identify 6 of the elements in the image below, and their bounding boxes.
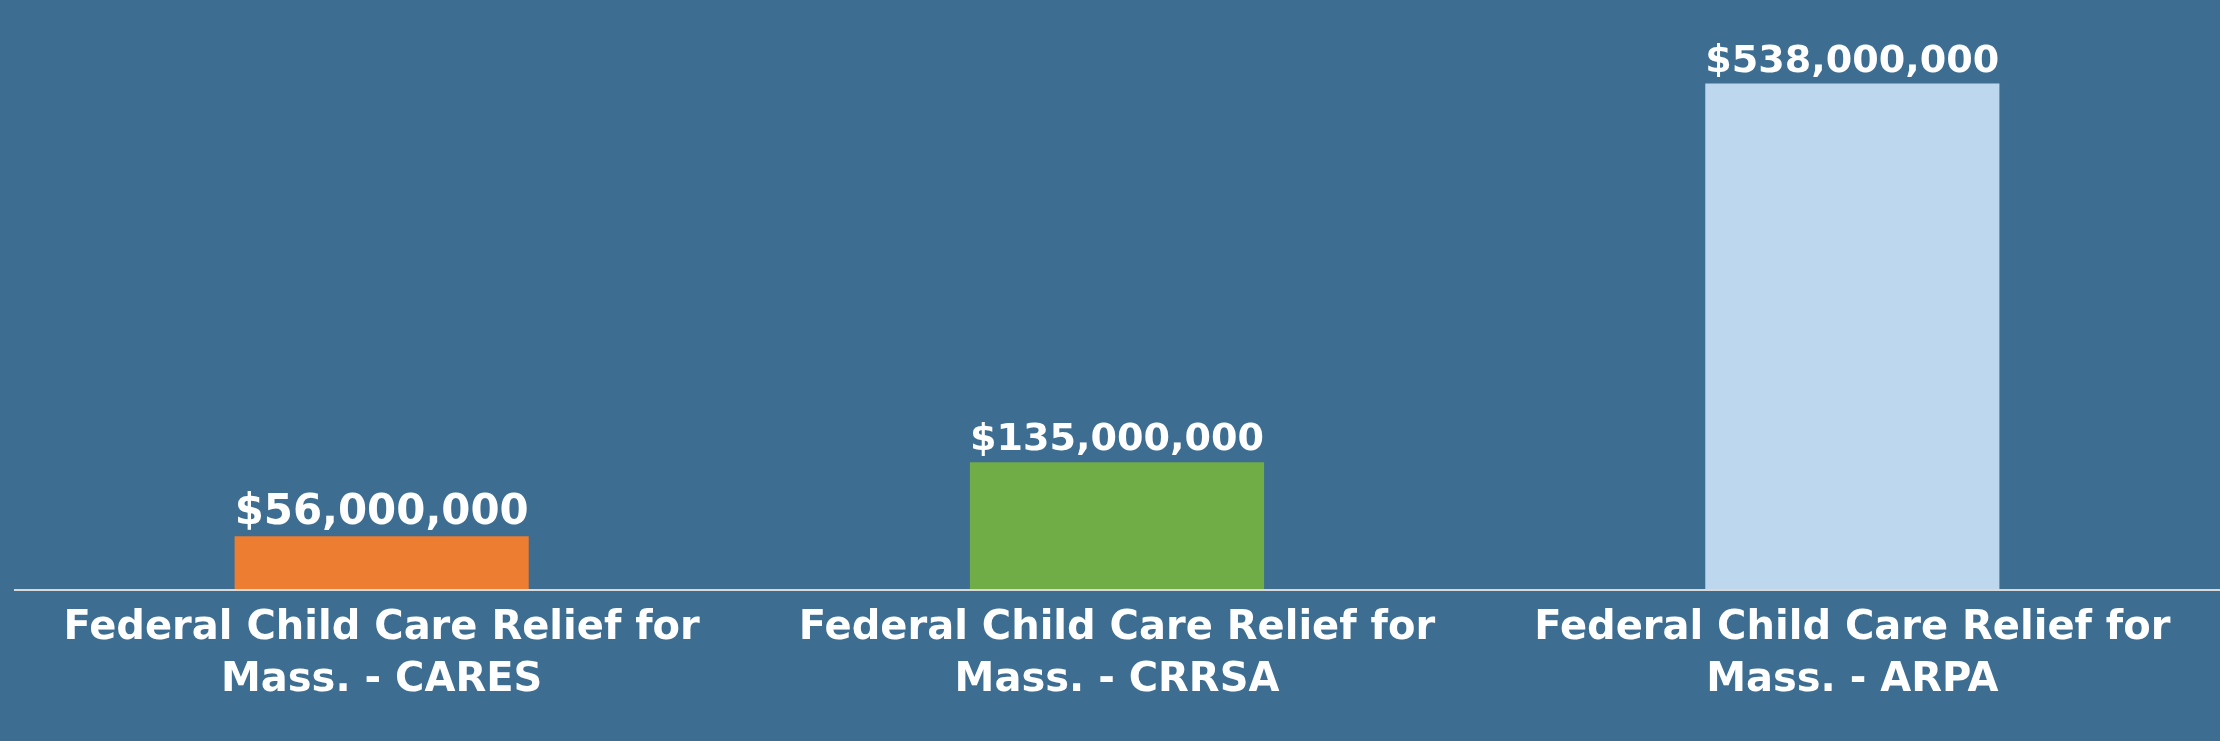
data-label: $135,000,000	[969, 415, 1265, 460]
x-tick-label: Federal Child Care Relief for Mass. - CARES	[63, 602, 701, 700]
data-label: $56,000,000	[234, 484, 529, 534]
data-label: $538,000,000	[1705, 36, 2000, 81]
x-tick-label: Federal Child Care Relief for Mass. - CRRSA	[798, 602, 1436, 700]
x-tick-label: Federal Child Care Relief for Mass. - ARPA	[1534, 602, 2171, 700]
